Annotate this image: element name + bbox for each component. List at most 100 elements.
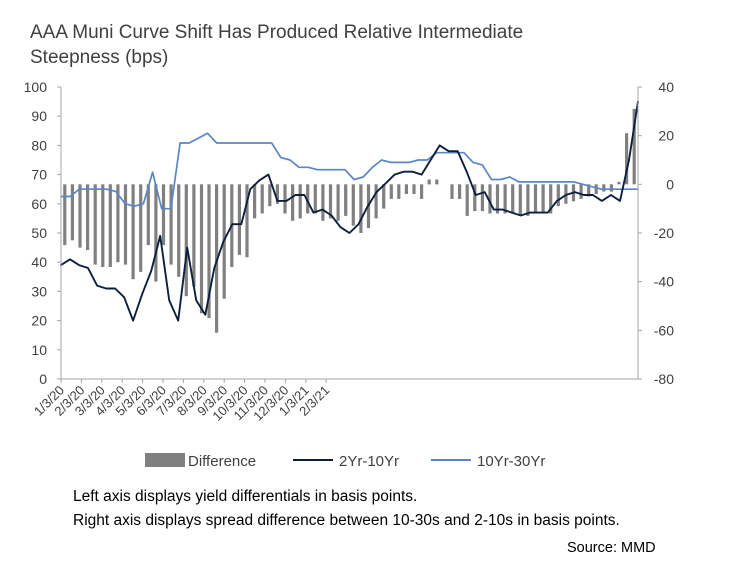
difference-bar	[594, 184, 598, 194]
difference-bar	[374, 184, 378, 219]
difference-bar	[177, 184, 181, 277]
difference-bar	[268, 184, 272, 207]
left-axis-tick-label: 60	[31, 196, 47, 212]
left-axis-tick-label: 0	[39, 371, 47, 387]
difference-bar	[207, 184, 211, 319]
line-2yr-10yr	[60, 100, 639, 322]
difference-bar	[397, 184, 401, 199]
difference-bar	[549, 184, 553, 214]
right-axis-tick-label: -20	[654, 225, 674, 241]
difference-bar	[344, 184, 348, 216]
right-axis-tick-label: 40	[658, 79, 674, 95]
difference-bar	[541, 184, 545, 214]
difference-bar	[101, 184, 105, 267]
difference-bar	[632, 108, 636, 185]
legend-label-difference: Difference	[188, 453, 256, 470]
note-line-left-axis: Left axis displays yield differentials i…	[73, 488, 418, 505]
difference-bar	[283, 184, 287, 214]
difference-bar	[291, 184, 295, 221]
difference-bar	[465, 184, 469, 216]
difference-bar	[556, 184, 560, 207]
difference-bar	[503, 184, 507, 214]
right-axis-tick-label: 20	[658, 128, 674, 144]
difference-bar	[123, 184, 128, 265]
difference-bar	[495, 184, 500, 214]
difference-bar	[587, 184, 591, 197]
difference-bar	[245, 184, 249, 258]
chart-title: AAA Muni Curve Shift Has Produced Relati…	[30, 22, 524, 68]
line-10yr-30yr	[60, 132, 639, 210]
difference-bar	[382, 184, 386, 209]
difference-bar	[237, 184, 241, 255]
difference-bar	[298, 184, 302, 219]
difference-bar	[313, 184, 317, 214]
difference-bar	[116, 184, 120, 263]
left-axis-tick-label: 50	[31, 225, 47, 241]
legend-swatch-difference	[145, 453, 185, 467]
right-axis-tick-label: -40	[654, 274, 674, 290]
legend-label-2yr-10yr: 2Yr-10Yr	[339, 453, 399, 470]
difference-bar	[161, 184, 166, 246]
difference-bar	[427, 179, 431, 185]
difference-bar	[63, 184, 67, 246]
difference-bar	[617, 181, 621, 185]
difference-bar	[275, 184, 279, 204]
difference-bar	[579, 184, 583, 199]
difference-bar	[351, 184, 355, 226]
right-axis-tick-label: -60	[654, 322, 674, 338]
difference-bar	[450, 184, 454, 199]
difference-bar	[253, 184, 257, 219]
difference-bar	[473, 184, 477, 212]
difference-bar	[511, 184, 515, 214]
difference-bar	[609, 184, 613, 192]
difference-bar	[488, 184, 492, 214]
difference-bar	[70, 184, 74, 241]
right-axis-tick-label: 0	[666, 176, 674, 192]
left-axis-tick-label: 40	[31, 254, 47, 270]
right-axis-tick-label: -80	[654, 371, 674, 387]
difference-bar	[518, 184, 522, 216]
difference-bars	[63, 108, 636, 333]
left-axis-tick-label: 80	[31, 137, 47, 153]
difference-bar	[78, 184, 82, 248]
left-axis-tick-label: 100	[24, 79, 48, 95]
left-axis-tick-label: 90	[31, 108, 47, 124]
difference-bar	[86, 184, 90, 250]
difference-bar	[169, 184, 173, 265]
difference-bar	[420, 184, 424, 199]
difference-bar	[389, 184, 393, 199]
difference-bar	[412, 184, 416, 194]
left-axis-tick-label: 10	[31, 342, 47, 358]
left-axis-tick-label: 70	[31, 167, 47, 183]
difference-bar	[458, 184, 462, 199]
difference-bar	[154, 184, 158, 282]
difference-bar	[260, 184, 264, 214]
difference-bar	[192, 184, 196, 287]
difference-bar	[526, 184, 530, 216]
difference-bar	[328, 184, 333, 219]
chart-legend: Difference 2Yr-10Yr 10Yr-30Yr	[145, 453, 545, 470]
difference-bar	[306, 184, 310, 214]
difference-bar	[131, 184, 135, 280]
difference-bar	[625, 133, 629, 185]
difference-bar	[139, 184, 143, 272]
difference-bar	[404, 184, 408, 194]
difference-bar	[108, 184, 112, 267]
chart-axes: 0102030405060708090100-80-60-40-20020401…	[24, 79, 675, 424]
difference-bar	[184, 184, 188, 297]
left-axis-tick-label: 20	[31, 313, 47, 329]
difference-bar	[321, 184, 325, 221]
difference-bar	[146, 184, 150, 246]
note-line-right-axis: Right axis displays spread difference be…	[73, 512, 620, 529]
source-label: Source: MMD	[567, 540, 656, 556]
left-axis-tick-label: 30	[31, 283, 47, 299]
difference-bar	[602, 184, 606, 192]
difference-bar	[93, 184, 97, 265]
difference-bar	[336, 184, 340, 221]
series-lines	[60, 100, 639, 322]
difference-bar	[480, 184, 484, 212]
difference-bar	[199, 184, 204, 314]
legend-label-10yr-30yr: 10Yr-30Yr	[477, 453, 545, 470]
difference-bar	[359, 184, 363, 233]
